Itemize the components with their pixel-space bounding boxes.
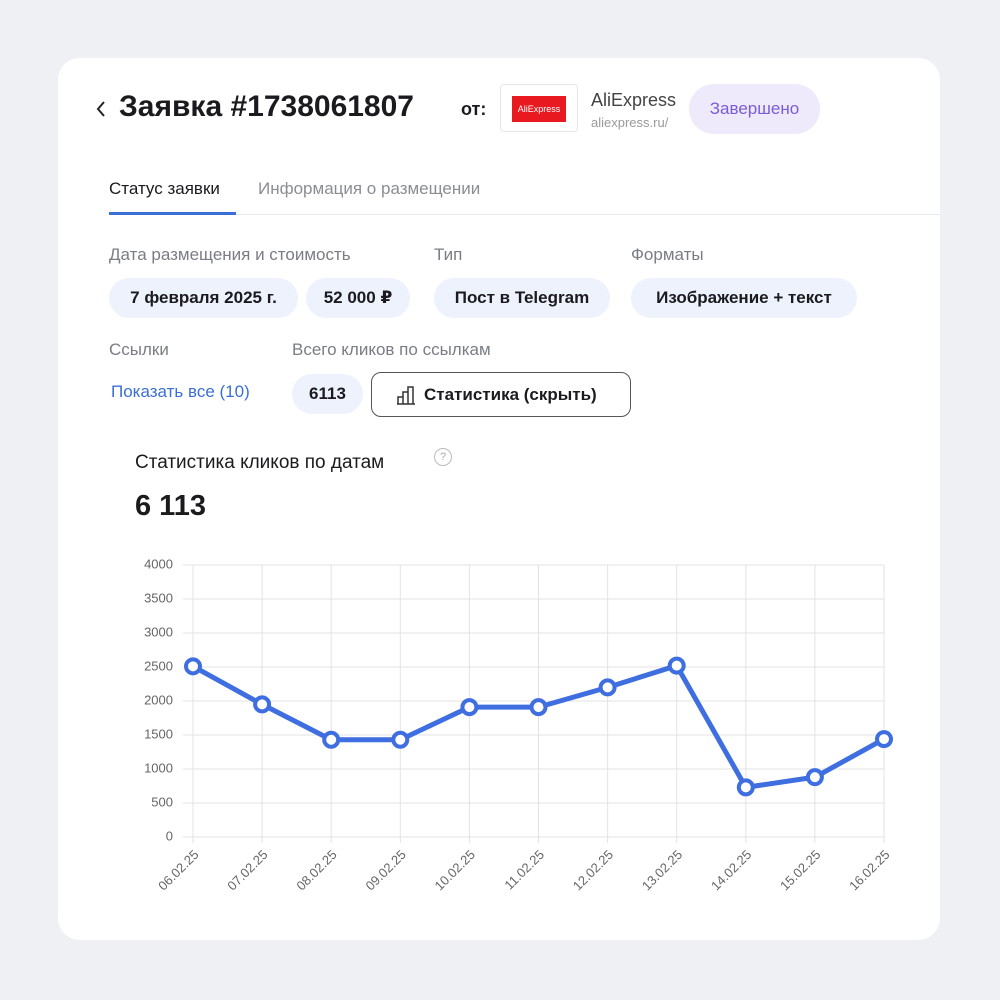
date-chip: 7 февраля 2025 г. (109, 278, 298, 318)
tab[interactable]: Информация о размещении (258, 179, 481, 198)
y-tick-label: 2000 (144, 692, 173, 707)
back-icon[interactable] (95, 100, 107, 118)
stats-button[interactable]: Статистика (скрыть) (371, 372, 631, 417)
point (736, 778, 755, 797)
clicks-chip: 6113 (292, 374, 363, 414)
advertiser-url: aliexpress.ru/ (591, 115, 669, 130)
format-chip: Изображение + текст (631, 278, 857, 318)
x-tick-label: 07.02.25 (224, 847, 270, 893)
card (58, 58, 940, 940)
point (184, 657, 202, 676)
y-tick-label: 3000 (144, 624, 173, 639)
y-tick-label: 1000 (144, 760, 173, 775)
field-label: Всего кликов по ссылкам (292, 340, 491, 359)
show-all-link[interactable]: Показать все (10) (111, 382, 250, 401)
stats-button-label: Статистика (скрыть) (424, 385, 597, 404)
point (805, 768, 824, 787)
point (667, 656, 686, 675)
y-tick-label: 2500 (144, 658, 173, 673)
y-tick-label: 3500 (144, 590, 173, 605)
x-tick-label: 16.02.25 (846, 847, 892, 893)
x-tick-label: 12.02.25 (570, 847, 616, 893)
point (460, 698, 479, 717)
advertiser-name: AliExpress (591, 90, 677, 110)
field-label: Тип (434, 245, 463, 264)
field-label: Форматы (631, 245, 704, 264)
y-tick-label: 500 (151, 794, 173, 809)
y-tick-label: 0 (166, 828, 173, 843)
help-icon[interactable]: ? (434, 448, 452, 466)
logo: AliExpress (512, 96, 566, 122)
x-tick-label: 15.02.25 (777, 847, 823, 893)
x-tick-label: 09.02.25 (362, 847, 408, 893)
status-badge: Завершено (689, 84, 820, 134)
x-tick-label: 14.02.25 (708, 847, 754, 893)
from-label: от: (461, 99, 487, 119)
field-label: Дата размещения и стоимость (109, 245, 351, 264)
y-tick-label: 4000 (144, 556, 173, 571)
type-chip: Пост в Telegram (434, 278, 610, 318)
y-tick-label: 1500 (144, 726, 173, 741)
point (598, 678, 617, 697)
tab-underline (109, 212, 236, 215)
point (322, 730, 341, 749)
price-chip: 52 000 ₽ (306, 278, 410, 318)
stats-icon (397, 386, 415, 405)
chart-title: Статистика кликов по датам (135, 452, 385, 473)
point (253, 695, 272, 714)
x-tick-label: 10.02.25 (432, 847, 478, 893)
field-label: Ссылки (109, 340, 169, 359)
logo-box: AliExpress (500, 84, 578, 132)
tab-active[interactable]: Статус заявки (109, 179, 220, 198)
point (391, 730, 410, 749)
x-tick-label: 11.02.25 (501, 847, 547, 893)
chart-total: 6 113 (135, 490, 206, 522)
point (875, 730, 893, 749)
request-title: Заявка #1738061807 (119, 90, 414, 123)
point (529, 698, 548, 717)
x-tick-label: 08.02.25 (293, 847, 339, 893)
x-tick-label: 06.02.25 (155, 847, 201, 893)
tabs-divider (109, 214, 940, 215)
x-tick-label: 13.02.25 (639, 847, 685, 893)
